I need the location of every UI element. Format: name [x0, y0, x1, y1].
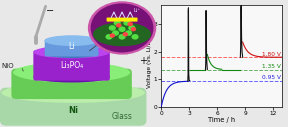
Circle shape — [128, 25, 135, 31]
Text: 0.95 V: 0.95 V — [262, 75, 281, 80]
Text: −: − — [46, 6, 54, 16]
Circle shape — [122, 32, 128, 36]
Circle shape — [118, 34, 126, 40]
Text: Li₃PO₄: Li₃PO₄ — [60, 61, 83, 70]
Circle shape — [131, 27, 136, 31]
Text: Li⁺: Li⁺ — [133, 8, 141, 13]
FancyBboxPatch shape — [0, 88, 146, 126]
Circle shape — [118, 26, 126, 32]
Text: Ni: Ni — [68, 106, 78, 115]
Text: NiO: NiO — [2, 63, 14, 69]
FancyBboxPatch shape — [12, 69, 132, 99]
Text: Li: Li — [68, 43, 75, 51]
Circle shape — [91, 3, 154, 52]
Ellipse shape — [33, 46, 110, 58]
Circle shape — [125, 30, 132, 36]
Ellipse shape — [13, 62, 130, 83]
Ellipse shape — [44, 35, 99, 46]
Circle shape — [109, 25, 116, 31]
Ellipse shape — [93, 22, 151, 46]
Circle shape — [112, 30, 119, 36]
Text: 1.80 V: 1.80 V — [262, 52, 281, 57]
Circle shape — [123, 20, 130, 26]
Circle shape — [116, 23, 122, 28]
Text: 1.35 V: 1.35 V — [262, 64, 281, 69]
Circle shape — [113, 20, 121, 26]
Circle shape — [132, 34, 139, 40]
Ellipse shape — [2, 83, 145, 103]
FancyBboxPatch shape — [45, 39, 98, 57]
FancyBboxPatch shape — [107, 18, 137, 22]
Ellipse shape — [33, 71, 110, 83]
FancyBboxPatch shape — [33, 50, 110, 81]
X-axis label: Time / h: Time / h — [208, 117, 235, 123]
Y-axis label: Voltage (vs. Li/Li⁺) / V: Voltage (vs. Li/Li⁺) / V — [147, 24, 152, 88]
Ellipse shape — [44, 49, 99, 58]
Circle shape — [127, 22, 133, 26]
Text: Glass: Glass — [112, 112, 132, 121]
Text: +: + — [139, 56, 147, 66]
Circle shape — [88, 1, 156, 55]
Circle shape — [109, 33, 115, 38]
Circle shape — [105, 34, 113, 40]
